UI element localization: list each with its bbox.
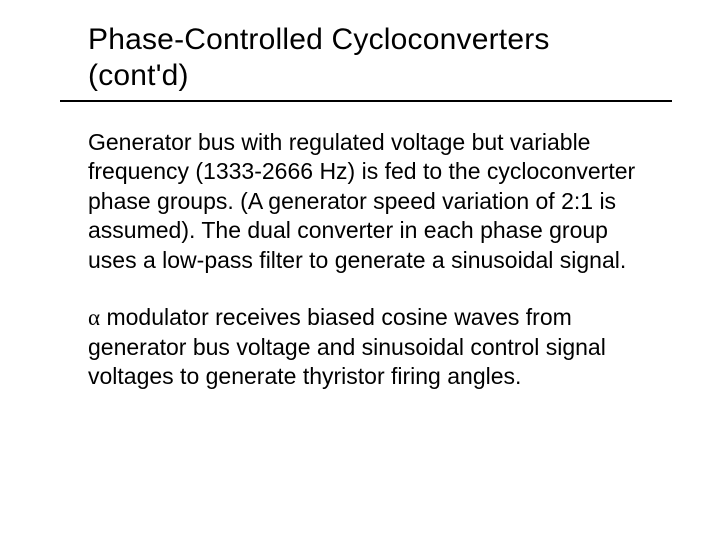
slide-title: Phase-Controlled Cycloconverters (cont'd… <box>88 22 672 94</box>
paragraph-2-text: modulator receives biased cosine waves f… <box>88 304 606 389</box>
alpha-icon: α <box>88 305 100 330</box>
paragraph-2: α modulator receives biased cosine waves… <box>88 303 662 391</box>
body-block: Generator bus with regulated voltage but… <box>88 128 662 392</box>
title-underline <box>60 100 672 102</box>
slide: Phase-Controlled Cycloconverters (cont'd… <box>0 0 720 540</box>
title-block: Phase-Controlled Cycloconverters (cont'd… <box>88 22 672 94</box>
paragraph-1: Generator bus with regulated voltage but… <box>88 128 662 275</box>
